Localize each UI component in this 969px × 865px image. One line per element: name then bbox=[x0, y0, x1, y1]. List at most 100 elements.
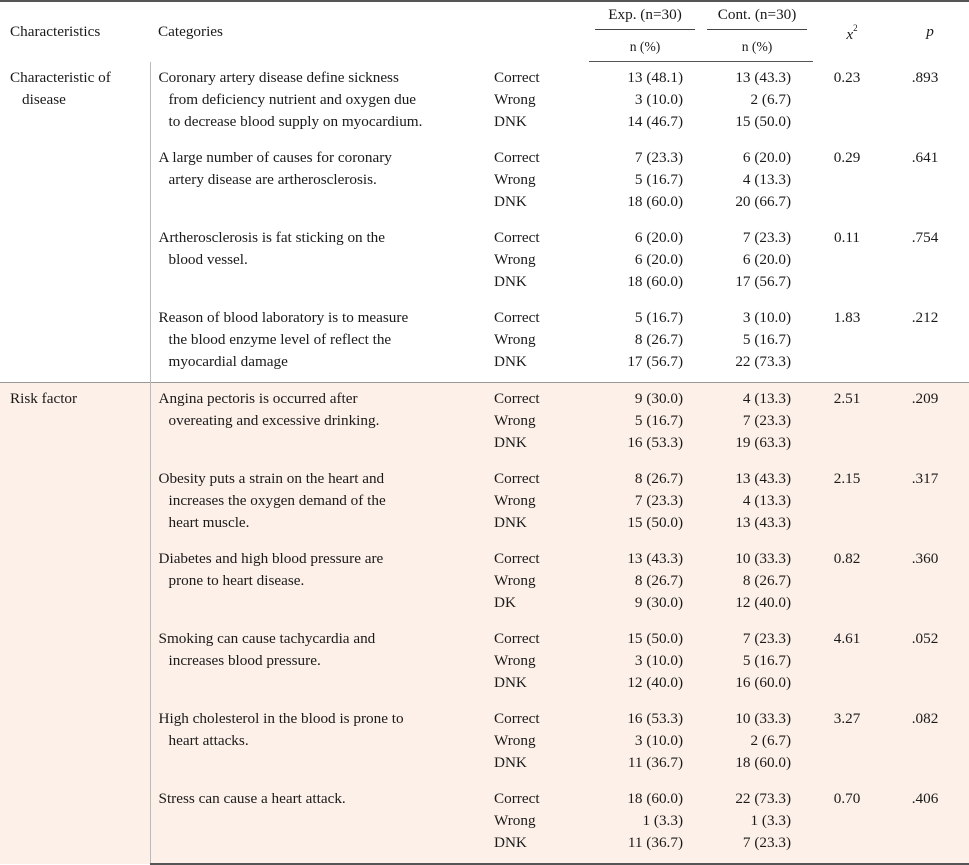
category-value: Correct bbox=[494, 550, 540, 567]
exp-value: 13 (43.3) bbox=[627, 550, 684, 567]
cont-value: 18 (60.0) bbox=[735, 754, 792, 771]
cont-cell: 10 (33.3) 2 (6.7) 18 (60.0) bbox=[701, 703, 814, 783]
exp-value: 5 (16.7) bbox=[634, 309, 684, 326]
cont-value: 12 (40.0) bbox=[735, 594, 792, 611]
section-label-line1: Risk factor bbox=[10, 390, 78, 407]
cont-value: 13 (43.3) bbox=[735, 69, 792, 86]
question-text: Stress can cause a heart attack. bbox=[150, 783, 494, 865]
question-text: Obesity puts a strain on the heart and in… bbox=[150, 463, 494, 543]
category-value: Wrong bbox=[494, 652, 536, 669]
header-chi-base: x bbox=[846, 26, 854, 44]
chi-square-value: 0.11 bbox=[834, 229, 861, 246]
p-value: .209 bbox=[891, 382, 969, 463]
category-value: Correct bbox=[494, 309, 540, 326]
table-row: Obesity puts a strain on the heart and in… bbox=[0, 463, 969, 543]
exp-cell: 13 (43.3) 8 (26.7) 9 (30.0) bbox=[589, 543, 702, 623]
exp-value: 8 (26.7) bbox=[634, 331, 684, 348]
question-line: to decrease blood supply on myocardium. bbox=[168, 112, 423, 130]
header-characteristics: Characteristics bbox=[0, 0, 150, 62]
cont-value: 8 (26.7) bbox=[742, 572, 792, 589]
cont-value: 2 (6.7) bbox=[750, 91, 792, 108]
chi-square-value: 0.82 bbox=[813, 543, 892, 623]
exp-cell: 7 (23.3) 5 (16.7) 18 (60.0) bbox=[589, 142, 701, 222]
exp-value: 1 (3.3) bbox=[642, 812, 684, 829]
cont-value: 22 (73.3) bbox=[735, 353, 792, 370]
header-exp-npct: n (%) bbox=[589, 32, 702, 62]
cont-cell: 3 (10.0) 5 (16.7) 22 (73.3) bbox=[701, 302, 813, 383]
exp-value: 15 (50.0) bbox=[627, 514, 684, 531]
category-value: Correct bbox=[494, 229, 540, 246]
cont-value: 19 (63.3) bbox=[735, 434, 792, 451]
exp-value: 7 (23.3) bbox=[634, 149, 684, 166]
chi-square-value: 4.61 bbox=[813, 623, 892, 703]
category-value: Wrong bbox=[494, 732, 536, 749]
question-line: increases the oxygen demand of the bbox=[168, 492, 386, 509]
exp-value: 18 (60.0) bbox=[627, 193, 684, 210]
cont-cell: 4 (13.3) 7 (23.3) 19 (63.3) bbox=[701, 382, 814, 463]
question-text: A large number of causes for coronary art… bbox=[150, 142, 494, 222]
question-line: from deficiency nutrient and oxygen due bbox=[168, 90, 417, 108]
cont-value: 2 (6.7) bbox=[750, 732, 792, 749]
question-line: High cholesterol in the blood is prone t… bbox=[158, 710, 404, 727]
category-value: Correct bbox=[494, 470, 540, 487]
category-value: DNK bbox=[494, 514, 527, 531]
exp-value: 3 (10.0) bbox=[634, 91, 684, 108]
question-line: prone to heart disease. bbox=[168, 572, 305, 589]
header-chi-square: x2 bbox=[813, 0, 892, 62]
category-value: DNK bbox=[494, 834, 527, 851]
category-cell: Correct Wrong DNK bbox=[494, 382, 590, 463]
question-text: Coronary artery disease define sickness f… bbox=[150, 62, 494, 143]
section-label-line1: Characteristic of bbox=[10, 68, 111, 86]
category-value: DK bbox=[494, 594, 516, 611]
chi-square-value: 3.27 bbox=[813, 703, 892, 783]
category-value: Wrong bbox=[494, 171, 536, 188]
cont-value: 4 (13.3) bbox=[742, 390, 792, 407]
question-line: Artherosclerosis is fat sticking on the bbox=[158, 229, 386, 246]
p-value: .754 bbox=[911, 229, 939, 246]
cont-cell: 6 (20.0) 4 (13.3) 20 (66.7) bbox=[701, 142, 813, 222]
category-value: Wrong bbox=[494, 331, 536, 348]
exp-value: 6 (20.0) bbox=[634, 251, 684, 268]
exp-value: 18 (60.0) bbox=[627, 273, 684, 290]
cont-value: 3 (10.0) bbox=[742, 309, 792, 326]
question-line: myocardial damage bbox=[168, 353, 288, 370]
cont-cell: 7 (23.3) 5 (16.7) 16 (60.0) bbox=[701, 623, 814, 703]
category-value: Correct bbox=[494, 149, 540, 166]
category-value: Correct bbox=[494, 790, 540, 807]
category-value: DNK bbox=[494, 193, 527, 210]
question-line: Diabetes and high blood pressure are bbox=[158, 550, 384, 567]
exp-value: 12 (40.0) bbox=[627, 674, 684, 691]
cont-value: 20 (66.7) bbox=[735, 193, 792, 210]
table-row: Reason of blood laboratory is to measure… bbox=[0, 302, 969, 383]
question-line: Obesity puts a strain on the heart and bbox=[158, 470, 385, 487]
cont-value: 15 (50.0) bbox=[735, 113, 792, 130]
cont-value: 4 (13.3) bbox=[742, 171, 792, 188]
table-row: High cholesterol in the blood is prone t… bbox=[0, 703, 969, 783]
table-row: Diabetes and high blood pressure are pron… bbox=[0, 543, 969, 623]
question-line: heart attacks. bbox=[168, 732, 249, 749]
chi-square-value: 0.29 bbox=[833, 149, 861, 166]
cont-value: 5 (16.7) bbox=[742, 652, 792, 669]
header-cont-npct: n (%) bbox=[701, 32, 814, 62]
p-value: .641 bbox=[911, 149, 939, 166]
chi-square-value: 1.83 bbox=[833, 309, 861, 326]
category-value: Correct bbox=[494, 630, 540, 647]
cont-value: 5 (16.7) bbox=[742, 331, 792, 348]
cont-value: 7 (23.3) bbox=[742, 630, 792, 647]
table-body: Characteristic of disease Coronary artery … bbox=[0, 61, 969, 865]
exp-cell: 13 (48.1) 3 (10.0) 14 (46.7) bbox=[589, 62, 701, 143]
category-value: DNK bbox=[494, 112, 527, 130]
cont-value: 10 (33.3) bbox=[735, 550, 792, 567]
exp-value: 17 (56.7) bbox=[627, 353, 684, 370]
exp-value: 18 (60.0) bbox=[627, 790, 684, 807]
category-cell: Correct Wrong DK bbox=[494, 543, 590, 623]
question-line: Stress can cause a heart attack. bbox=[158, 790, 346, 807]
exp-cell: 9 (30.0) 5 (16.7) 16 (53.3) bbox=[589, 382, 702, 463]
question-text: Angina pectoris is occurred after overeat… bbox=[150, 382, 494, 463]
question-text: Smoking can cause tachycardia and increas… bbox=[150, 623, 494, 703]
category-cell: Correct Wrong DNK bbox=[494, 302, 589, 383]
exp-value: 8 (26.7) bbox=[634, 572, 684, 589]
category-value: Wrong bbox=[494, 251, 536, 268]
category-value: Wrong bbox=[494, 412, 536, 429]
category-value: DNK bbox=[494, 353, 527, 370]
